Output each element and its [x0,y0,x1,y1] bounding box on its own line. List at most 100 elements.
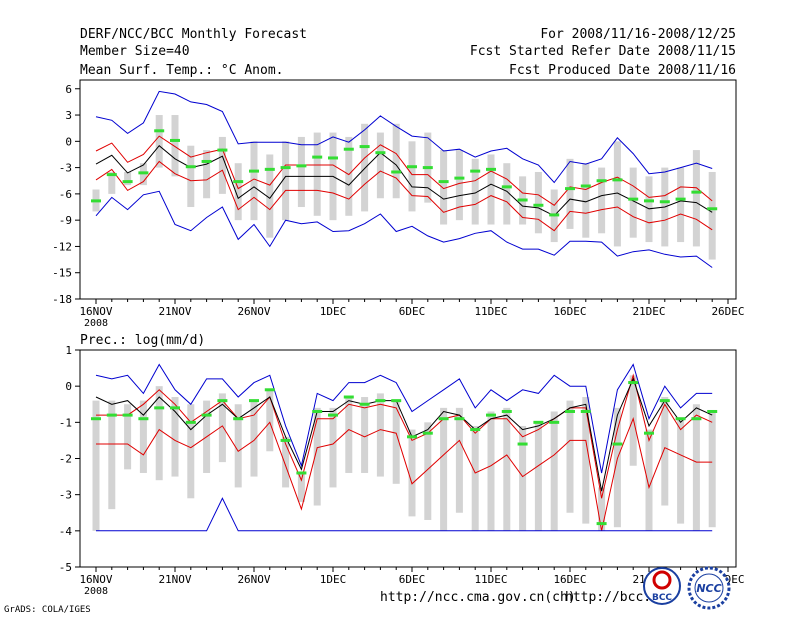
prec-spread-box [440,407,448,531]
prec-spread-box [645,429,653,531]
temp-spread-box [629,167,637,238]
prec-spread-box [361,397,369,473]
temp-spread-box [455,150,463,221]
prec-spread-box [345,397,353,473]
prec-x-tick-label: 11DEC [474,573,507,586]
grads-credit: GrADS: COLA/IGES [4,605,91,615]
temp-spread-box [613,141,621,247]
chart-title: DERF/NCC/BCC Monthly Forecast [80,27,307,42]
prec-spread-box [661,397,669,506]
prec-spread-box [171,397,179,477]
prec-spread-box [598,487,606,531]
temp-y-tick-label: 3 [65,109,72,122]
prec-spread-box [282,436,290,488]
prec-series-mean [95,377,713,492]
prec-spread-box [408,429,416,517]
prec-spread-box [124,404,132,470]
temp-y-tick-label: -3 [59,162,72,175]
prec-spread-box [455,407,463,513]
prec-spread-box [392,400,400,484]
prec-y-tick-label: -3 [59,489,72,502]
temp-spread-box [534,171,542,234]
fcst-produced-date: Fcst Produced Date 2008/11/16 [509,63,736,78]
prec-series-lower [96,417,713,531]
prec-spread-box [582,397,590,524]
prec-spread-box [297,472,305,502]
temp-series-upper [95,135,713,206]
prec-y-tick-label: -4 [59,525,73,538]
prec-spread-box [218,393,226,463]
temp-spread-box [266,154,274,238]
prec-x-tick-label: 21NOV [158,573,191,586]
ncc-logo-text: NCC [696,582,721,595]
temp-spread-box [361,123,369,212]
temp-y-tick-label: -12 [52,240,72,253]
temp-spread-box [582,163,590,238]
temp-y-tick-label: -15 [52,267,72,280]
temp-spread-box [108,171,116,194]
prec-spread-box [613,407,621,528]
prec-spread-box [692,404,700,531]
temp-x-tick-label: 16DEC [553,305,586,318]
temp-spread-box [282,141,290,221]
temp-spread-box [155,115,163,168]
temp-plot-frame [79,79,737,300]
temp-spread-box [187,145,195,208]
prec-spread-box [250,400,258,477]
temp-spread-box [408,141,416,212]
temp-spread-box [692,150,700,247]
prec-y-tick-label: -5 [59,561,72,574]
temp-y-tick-label: -18 [52,293,72,306]
prec-spread-box [155,386,163,481]
temp-x-tick-label: 6DEC [399,305,426,318]
prec-spread-box [566,400,574,513]
temp-spread-box [440,150,448,225]
temp-spread-box [313,132,321,216]
fcst-started-date: Fcst Started Refer Date 2008/11/15 [469,44,736,59]
temp-spread-box [124,171,132,186]
prec-spread-box [519,425,527,531]
variable-label: Mean Surf. Temp.: °C Anom. [80,63,284,78]
temp-y-tick-label: 0 [65,135,72,148]
temp-y-tick-label: -9 [59,214,72,227]
prec-x-tick-label: 16NOV [79,573,112,586]
prec-spread-box [487,411,495,531]
prec-spread-box [92,400,100,531]
temp-spread-box [345,136,353,216]
url-bcc[interactable]: http://bcc. [565,590,652,605]
forecast-period: For 2008/11/16-2008/12/25 [540,27,736,42]
temp-y-tick-label: -6 [59,188,72,201]
temp-spread-box [487,154,495,225]
url-ncc[interactable]: http://ncc.cma.gov.cn(ch) [380,590,576,605]
temp-x-tick-label: 26DEC [711,305,744,318]
temp-spread-box [677,167,685,243]
prec-spread-box [313,407,321,506]
prec-series-max [95,363,713,474]
temp-spread-box [171,115,179,177]
bcc-logo: BCC [640,566,684,606]
temp-spread-box [471,158,479,225]
prec-x-tick-label: 26NOV [237,573,270,586]
prec-y-tick-label: -2 [59,453,72,466]
prec-spread-box [424,422,432,520]
prec-spread-box [708,411,716,528]
temp-spread-box [218,136,226,194]
bcc-logo-text: BCC [652,593,672,603]
prec-x-tick-label: 6DEC [399,573,426,586]
prec-x-tick-label: 16DEC [553,573,586,586]
ncc-logo: NCC [684,566,734,610]
temp-spread-box [297,136,305,208]
prec-spread-box [187,404,195,499]
temp-spread-box [598,167,606,234]
prec-series-upper [96,373,713,499]
prec-spread-box [329,407,337,488]
temp-spread-box [708,171,716,260]
temp-series-mean [95,144,713,217]
temp-spread-box [376,132,384,199]
temp-spread-box [503,163,511,225]
temp-x-tick-label: 21DEC [632,305,665,318]
prec-spread-box [376,393,384,477]
prec-spread-box [550,411,558,531]
prec-x-year-label: 2008 [84,586,108,597]
